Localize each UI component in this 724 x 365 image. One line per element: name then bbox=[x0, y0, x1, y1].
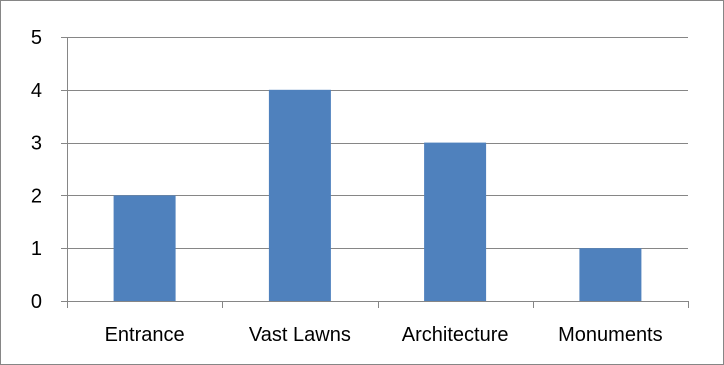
bar-entrance bbox=[113, 195, 176, 301]
bar-vast-lawns bbox=[268, 89, 331, 301]
x-tick-labels: Entrance Vast Lawns Architecture Monumen… bbox=[105, 324, 663, 346]
y-tick-label-4: 4 bbox=[31, 80, 42, 102]
y-tick-label-3: 3 bbox=[31, 133, 42, 155]
x-tick-label-monuments: Monuments bbox=[558, 324, 663, 346]
y-tick-label-1: 1 bbox=[31, 238, 42, 260]
x-tick-label-architecture: Architecture bbox=[402, 324, 509, 346]
y-tick-label-5: 5 bbox=[31, 27, 42, 49]
bar-architecture bbox=[424, 142, 487, 301]
x-tick-label-vast-lawns: Vast Lawns bbox=[249, 324, 351, 346]
axes bbox=[61, 37, 689, 308]
bar-monuments bbox=[579, 248, 642, 301]
y-tick-label-0: 0 bbox=[31, 291, 42, 313]
bars bbox=[113, 89, 642, 301]
x-tick-label-entrance: Entrance bbox=[105, 324, 185, 346]
y-tick-label-2: 2 bbox=[31, 185, 42, 207]
y-tick-labels: 0 1 2 3 4 5 bbox=[31, 27, 42, 313]
